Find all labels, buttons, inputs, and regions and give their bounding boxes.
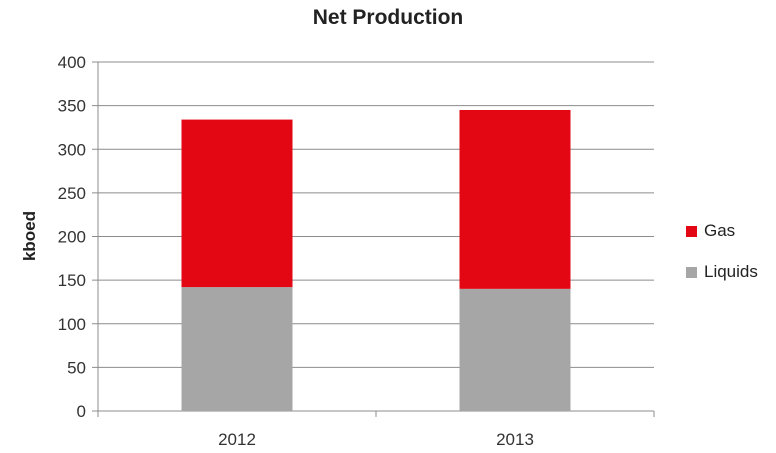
- bar-gas-2012: [181, 119, 293, 288]
- legend: Gas Liquids: [686, 220, 758, 302]
- y-tick-label: 400: [58, 53, 86, 72]
- legend-swatch-gas: [686, 225, 697, 237]
- bar-liquids-2013: [459, 288, 571, 411]
- y-tick-label: 350: [58, 97, 86, 116]
- y-tick-label: 150: [58, 271, 86, 290]
- bar-liquids-2012: [181, 287, 293, 411]
- legend-swatch-liquids: [686, 266, 697, 278]
- y-tick-label: 250: [58, 184, 86, 203]
- legend-item-liquids: Liquids: [686, 261, 758, 283]
- x-tick-label: 2013: [496, 430, 534, 449]
- legend-label-gas: Gas: [704, 221, 736, 240]
- y-tick-label: 50: [67, 358, 86, 377]
- y-tick-label: 0: [77, 402, 86, 421]
- y-tick-label: 100: [58, 315, 86, 334]
- y-tick-label: 200: [58, 228, 86, 247]
- legend-item-gas: Gas: [686, 220, 758, 242]
- legend-label-liquids: Liquids: [704, 262, 758, 281]
- y-tick-label: 300: [58, 140, 86, 159]
- chart-title: Net Production: [312, 6, 464, 29]
- bar-gas-2013: [459, 109, 571, 289]
- x-tick-label: 2012: [218, 430, 256, 449]
